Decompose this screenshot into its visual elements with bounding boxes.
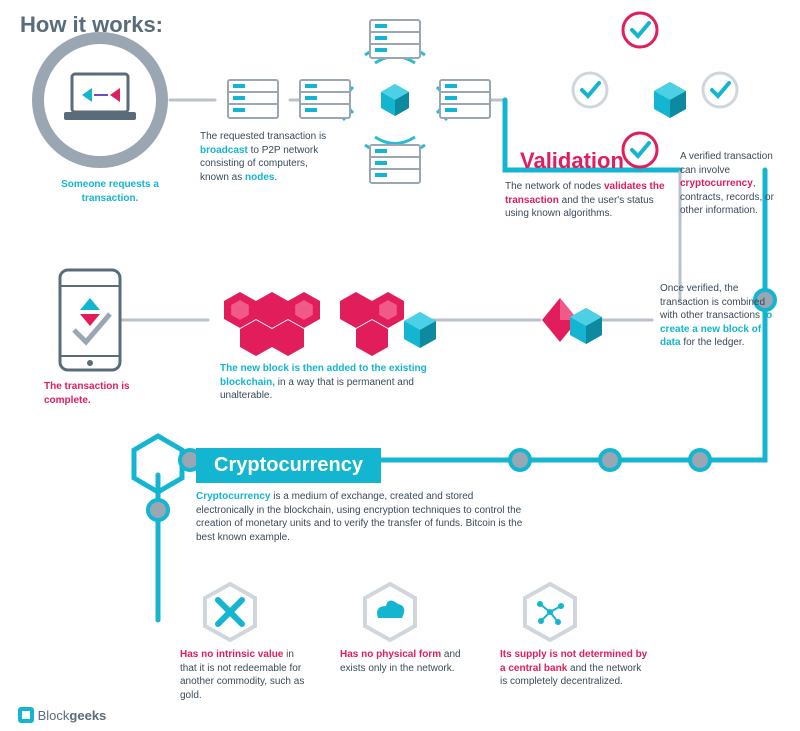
server-right (440, 80, 490, 118)
step-combined-label: Once verified, the transaction is combin… (660, 282, 780, 350)
verified-cube (654, 82, 686, 118)
attribution-text: Blockgeeks (38, 708, 107, 723)
feature-2-label: Its supply is not determined by a centra… (500, 648, 650, 689)
attribution: Blockgeeks (18, 707, 106, 723)
step-verified-label: A verified transaction can involve crypt… (680, 150, 790, 218)
new-block (542, 298, 602, 344)
step-validation-label: The network of nodes validates the trans… (505, 180, 665, 221)
phone-complete (60, 270, 120, 370)
step-broadcast-label: The requested transaction is broadcast t… (200, 130, 330, 184)
step-request-label: Someone requests a transaction. (50, 178, 170, 205)
checkmark-badges (573, 13, 737, 167)
server-top (370, 20, 420, 58)
feature-1-label: Has no physical form and exists only in … (340, 648, 470, 675)
server-left (300, 80, 350, 118)
logo-icon (18, 707, 34, 723)
server-bottom (370, 145, 420, 183)
feature-2-icon (525, 584, 575, 640)
server-single (228, 80, 278, 118)
blockchain-chain (224, 292, 436, 356)
feature-1-icon (365, 584, 415, 640)
crypto-heading: Cryptocurrency (196, 448, 381, 483)
feature-0-icon (205, 584, 255, 640)
laptop-ring (38, 38, 162, 162)
page-title: How it works: (20, 12, 163, 38)
feature-0-label: Has no intrinsic value in that it is not… (180, 648, 310, 702)
step-complete-label: The transaction is complete. (44, 380, 144, 407)
node-cluster (335, 45, 455, 155)
validation-heading: Validation (520, 148, 624, 174)
step-added-label: The new block is then added to the exist… (220, 362, 440, 403)
crypto-description: Cryptocurrency is a medium of exchange, … (196, 490, 526, 544)
